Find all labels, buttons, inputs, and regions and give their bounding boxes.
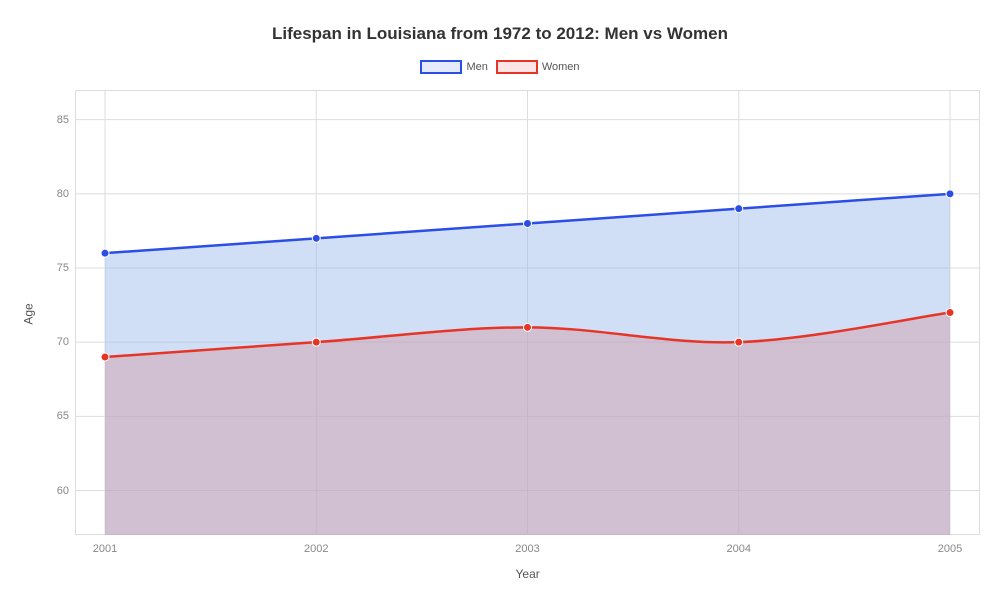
x-tick-label: 2005 bbox=[938, 543, 962, 555]
legend-swatch-men bbox=[420, 60, 462, 74]
y-tick-label: 65 bbox=[47, 410, 69, 422]
x-tick-label: 2002 bbox=[304, 543, 328, 555]
plot-area bbox=[75, 90, 980, 535]
chart-container: Lifespan in Louisiana from 1972 to 2012:… bbox=[0, 0, 1000, 600]
y-axis-label: Age bbox=[22, 303, 36, 324]
y-tick-label: 70 bbox=[47, 336, 69, 348]
x-tick-label: 2001 bbox=[93, 543, 117, 555]
legend: Men Women bbox=[0, 60, 1000, 74]
y-tick-label: 60 bbox=[47, 485, 69, 497]
legend-label-women: Women bbox=[542, 61, 580, 73]
legend-item-men[interactable]: Men bbox=[420, 60, 487, 74]
legend-item-women[interactable]: Women bbox=[496, 60, 580, 74]
legend-swatch-women bbox=[496, 60, 538, 74]
x-tick-label: 2004 bbox=[727, 543, 751, 555]
y-tick-label: 80 bbox=[47, 188, 69, 200]
legend-label-men: Men bbox=[466, 61, 487, 73]
y-tick-label: 75 bbox=[47, 262, 69, 274]
x-tick-label: 2003 bbox=[515, 543, 539, 555]
x-axis-label: Year bbox=[516, 567, 540, 581]
plot-svg bbox=[75, 90, 980, 535]
y-tick-label: 85 bbox=[47, 114, 69, 126]
chart-title: Lifespan in Louisiana from 1972 to 2012:… bbox=[0, 24, 1000, 44]
